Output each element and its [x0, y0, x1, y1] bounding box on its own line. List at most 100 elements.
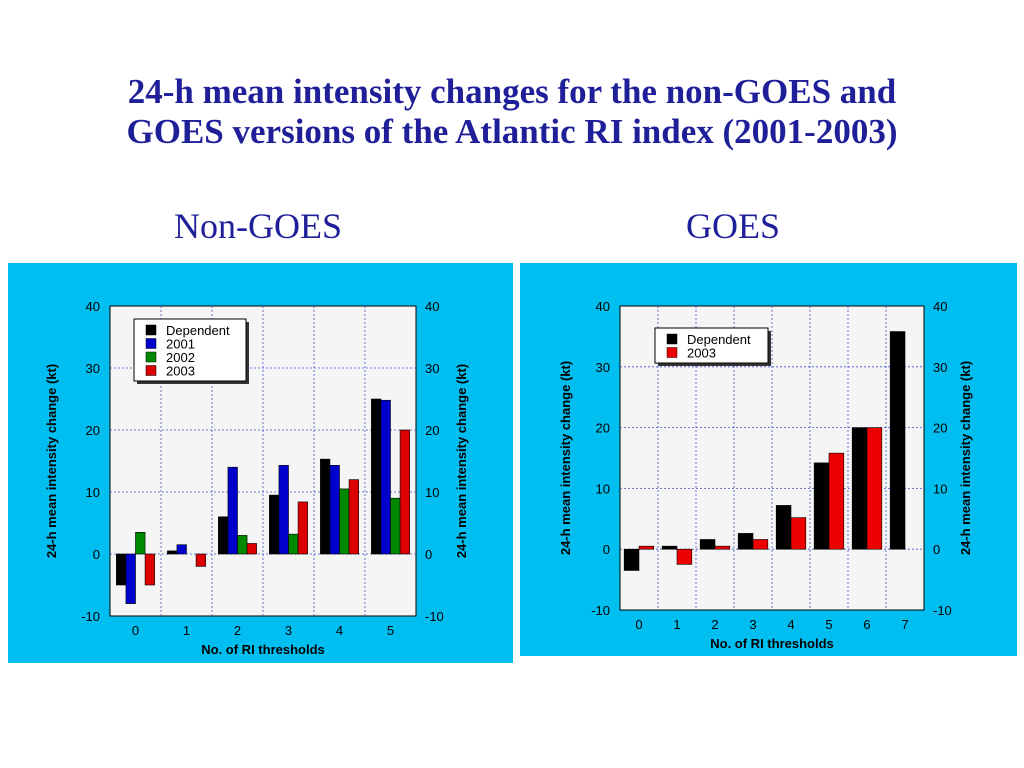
bar — [828, 452, 845, 550]
x-tick-label: 2 — [711, 617, 718, 632]
bar — [399, 429, 410, 555]
y-axis-label-left: 24-h mean intensity change (kt) — [558, 361, 573, 555]
x-tick-label: 4 — [787, 617, 794, 632]
bar — [227, 466, 238, 555]
y-tick-label-right: 20 — [425, 423, 439, 438]
x-tick-label: 5 — [387, 623, 394, 638]
legend-label: Dependent — [687, 332, 751, 347]
goes-subtitle: GOES — [686, 206, 781, 246]
x-tick-label: 2 — [234, 623, 241, 638]
bar — [623, 548, 640, 571]
x-tick-label: 0 — [132, 623, 139, 638]
bar — [813, 462, 830, 550]
y-tick-label-right: 10 — [933, 481, 947, 496]
legend-swatch — [145, 351, 157, 363]
bar — [329, 465, 340, 555]
y-tick-label-right: 30 — [425, 361, 439, 376]
non-goes-subtitle: Non-GOES — [174, 206, 342, 246]
bar — [699, 539, 716, 550]
legend-swatch — [666, 333, 678, 345]
legend-label: 2003 — [166, 364, 195, 379]
bar — [297, 501, 308, 555]
x-tick-label: 0 — [635, 617, 642, 632]
legend-swatch — [145, 365, 157, 376]
bar — [195, 553, 206, 567]
x-tick-label: 1 — [673, 617, 680, 632]
legend-label: 2002 — [166, 350, 195, 365]
x-axis-label: No. of RI thresholds — [201, 642, 325, 657]
bar — [775, 505, 792, 550]
y-tick-label-left: 20 — [596, 421, 610, 436]
y-tick-label-left: 0 — [603, 542, 610, 557]
y-tick-label-right: 40 — [425, 299, 439, 314]
bar — [661, 545, 678, 550]
legend-label: Dependent — [166, 323, 230, 338]
y-tick-label-left: 10 — [86, 485, 100, 500]
x-tick-label: 4 — [336, 623, 343, 638]
x-tick-label: 3 — [749, 617, 756, 632]
bar — [135, 531, 146, 555]
bar — [889, 331, 906, 550]
title-line-2: GOES versions of the Atlantic RI index (… — [126, 112, 898, 151]
bar — [371, 398, 382, 555]
bar — [339, 488, 350, 555]
bar — [167, 550, 178, 555]
x-tick-label: 1 — [183, 623, 190, 638]
y-tick-label-left: -10 — [591, 603, 610, 618]
slide-title: 24-h mean intensity changes for the non-… — [0, 72, 1024, 152]
y-tick-label-left: 30 — [596, 360, 610, 375]
bar — [278, 465, 289, 555]
bar — [237, 535, 248, 555]
bar — [390, 497, 401, 555]
legend-label: 2003 — [687, 346, 716, 361]
y-tick-label-right: 0 — [933, 542, 940, 557]
legend-swatch — [145, 338, 157, 349]
bar — [176, 544, 187, 555]
bar — [125, 553, 136, 604]
non-goes-chart-panel: -10 -10 0 0 10 10 20 20 30 30 40 40 0 1 2 3 4 5 No. of RI … — [8, 263, 513, 663]
legend-swatch — [666, 347, 678, 358]
non-goes-chart: -10 -10 0 0 10 10 20 20 30 30 40 40 0 1 2 3 4 5 No. of RI … — [44, 299, 469, 657]
title-line-1: 24-h mean intensity changes for the non-… — [127, 72, 897, 111]
bar — [320, 458, 331, 555]
y-tick-label-right: 30 — [933, 360, 947, 375]
y-axis-label-right: 24-h mean intensity change (kt) — [454, 364, 469, 558]
x-tick-label: 3 — [285, 623, 292, 638]
bar — [116, 553, 127, 586]
bar — [246, 543, 257, 555]
bar — [851, 427, 868, 550]
x-tick-label: 6 — [863, 617, 870, 632]
bar — [218, 516, 229, 555]
y-tick-label-right: 0 — [425, 547, 432, 562]
y-tick-label-left: 40 — [596, 299, 610, 314]
y-tick-label-left: 40 — [86, 299, 100, 314]
legend-swatch — [145, 324, 157, 336]
x-tick-label: 5 — [825, 617, 832, 632]
x-axis-label: No. of RI thresholds — [710, 636, 834, 651]
bar — [790, 517, 807, 550]
bar — [714, 545, 731, 550]
bar — [676, 548, 693, 565]
bar — [144, 553, 155, 586]
y-tick-label-right: 40 — [933, 299, 947, 314]
bar — [348, 479, 359, 555]
bar — [752, 539, 769, 550]
goes-chart-panel: -10 -10 0 0 10 10 20 20 30 30 40 40 0 1 2 3 4 5 6 7 No. of R… — [520, 263, 1017, 656]
bar — [380, 399, 391, 555]
y-tick-label-left: 20 — [86, 423, 100, 438]
y-axis-label-left: 24-h mean intensity change (kt) — [44, 364, 59, 558]
bar — [288, 533, 299, 555]
y-tick-label-left: 30 — [86, 361, 100, 376]
y-tick-label-right: 10 — [425, 485, 439, 500]
y-tick-label-right: -10 — [425, 609, 444, 624]
bar — [269, 494, 280, 555]
bar — [866, 427, 883, 550]
y-tick-label-right: -10 — [933, 603, 952, 618]
y-tick-label-right: 20 — [933, 421, 947, 436]
y-tick-label-left: 0 — [93, 547, 100, 562]
y-tick-label-left: -10 — [81, 609, 100, 624]
legend-label: 2001 — [166, 337, 195, 352]
y-tick-label-left: 10 — [596, 481, 610, 496]
bar — [638, 545, 655, 550]
y-axis-label-right: 24-h mean intensity change (kt) — [958, 361, 973, 555]
